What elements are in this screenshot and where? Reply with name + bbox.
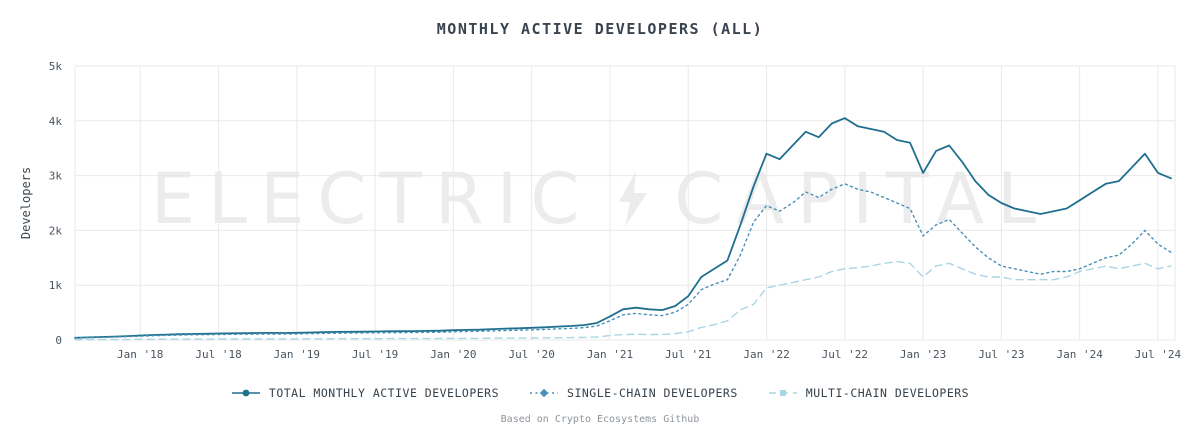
legend-marker-single (530, 388, 559, 398)
x-tick-label: Jul '18 (195, 348, 241, 361)
legend-item-multi[interactable]: MULTI-CHAIN DEVELOPERS (768, 386, 969, 400)
legend-label: MULTI-CHAIN DEVELOPERS (805, 386, 970, 400)
x-tick-label: Jul '23 (978, 348, 1024, 361)
y-tick-label: 5k (49, 60, 63, 73)
series-line-total (74, 117, 1172, 339)
legend-label: SINGLE-CHAIN DEVELOPERS (567, 386, 738, 400)
x-tick-label: Jan '22 (743, 348, 789, 361)
legend-item-single[interactable]: SINGLE-CHAIN DEVELOPERS (529, 386, 738, 400)
source-note: Based on Crypto Ecosystems Github (500, 414, 700, 425)
watermark: ELECTRIC CAPITAL (0, 158, 1200, 240)
y-tick-label: 2k (49, 224, 63, 237)
legend-marker-multi (768, 390, 797, 396)
x-tick-label: Jul '21 (665, 348, 711, 361)
axis-tick-labels: 0 1k 2k 3k 4k 5k Jan '18 Jul '18 Jan '19 Jul '19 J… (49, 60, 1182, 361)
y-tick-label: 3k (49, 170, 63, 183)
watermark-word-right: CAPITAL (674, 158, 1050, 240)
x-tick-label: Jan '24 (1056, 348, 1103, 361)
x-tick-label: Jul '22 (822, 348, 868, 361)
series-line-multi (74, 260, 1172, 341)
y-tick-label: 1k (49, 279, 63, 292)
y-axis-title: Developers (19, 167, 33, 239)
x-tick-label: Jul '20 (508, 348, 554, 361)
y-tick-label: 4k (49, 115, 63, 128)
legend-item-total[interactable]: TOTAL MONTHLY ACTIVE DEVELOPERS (231, 386, 499, 400)
x-tick-label: Jan '20 (430, 348, 476, 361)
grid-lines (74, 65, 1176, 341)
x-tick-label: Jul '19 (352, 348, 398, 361)
series-lines (74, 117, 1172, 341)
x-tick-label: Jul '24 (1135, 348, 1182, 361)
series-line-single (74, 183, 1172, 339)
x-tick-label: Jan '23 (900, 348, 946, 361)
x-tick-label: Jan '21 (587, 348, 633, 361)
legend: TOTAL MONTHLY ACTIVE DEVELOPERS SINGLE-CH… (0, 386, 1200, 400)
legend-label: TOTAL MONTHLY ACTIVE DEVELOPERS (268, 386, 500, 400)
chart-title: MONTHLY ACTIVE DEVELOPERS (ALL) (436, 20, 764, 38)
x-tick-label: Jan '19 (274, 348, 320, 361)
y-tick-label: 0 (55, 334, 62, 347)
legend-marker-total (231, 389, 260, 397)
watermark-word-left: ELECTRIC (150, 158, 593, 240)
lightning-bolt-icon (619, 171, 648, 227)
x-tick-label: Jan '18 (117, 348, 163, 361)
